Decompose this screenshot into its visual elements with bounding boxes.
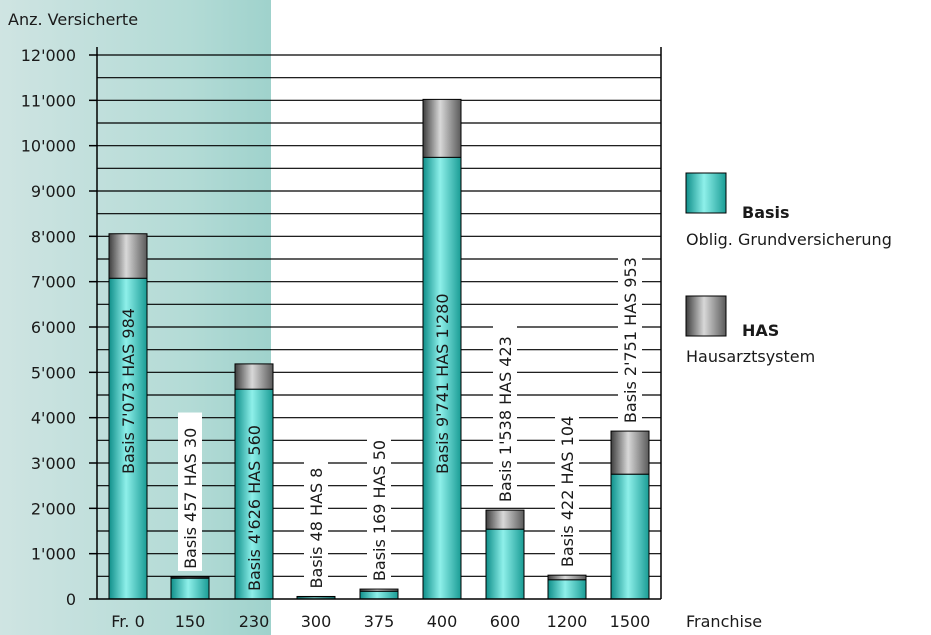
x-tick-label: 1200 <box>547 612 588 631</box>
bar-has <box>422 98 462 158</box>
bar-label-bg <box>178 412 202 571</box>
legend-subtitle-basis: Oblig. Grundversicherung <box>686 230 892 249</box>
y-tick-label: 11'000 <box>21 91 76 110</box>
y-tick-label: 3'000 <box>31 454 76 473</box>
bar-has <box>108 233 148 279</box>
bar-has <box>485 509 525 530</box>
legend-subtitle-has: Hausarztsystem <box>686 347 815 366</box>
y-tick-label: 8'000 <box>31 227 76 246</box>
x-ticks: Fr. 0 150 230 300 375 400 600 1200 1500 <box>111 612 650 631</box>
bars: Basis 7'073 HAS 984 Basis 457 HAS 30 Basis… <box>108 98 650 600</box>
bar-label-bg <box>304 450 328 591</box>
bar-label-bg <box>367 424 391 584</box>
y-tick-label: 4'000 <box>31 409 76 428</box>
y-axis-title: Anz. Versicherte <box>8 10 138 29</box>
x-tick-label: 300 <box>301 612 332 631</box>
bar-label-bg <box>555 401 579 570</box>
y-tick-label: 12'000 <box>21 46 76 65</box>
x-tick-label: 375 <box>364 612 395 631</box>
bar-basis <box>234 388 274 600</box>
bar-has <box>234 363 274 390</box>
y-tick-label: 9'000 <box>31 182 76 201</box>
y-tick-label: 7'000 <box>31 273 76 292</box>
legend-title-basis: Basis <box>742 203 790 222</box>
y-tick-label: 1'000 <box>31 545 76 564</box>
bar-label: Basis 169 HAS 50 <box>370 440 389 581</box>
bar-label: Basis 1'538 HAS 423 <box>496 336 515 502</box>
x-tick-label: 1500 <box>610 612 651 631</box>
bar-has <box>547 574 587 581</box>
y-tick-label: 6'000 <box>31 318 76 337</box>
bar-basis <box>108 277 148 600</box>
bar-label: Basis 422 HAS 104 <box>558 416 577 567</box>
bar-label: Basis 9'741 HAS 1'280 <box>433 293 452 474</box>
x-tick-label: 400 <box>427 612 458 631</box>
bar-label-bg <box>618 239 642 426</box>
bar-basis <box>359 590 399 600</box>
x-tick-label: Fr. 0 <box>111 612 145 631</box>
bar-basis <box>422 156 462 600</box>
bar-label: Basis 457 HAS 30 <box>181 428 200 569</box>
y-tick-label: 0 <box>66 590 76 609</box>
bar-label: Basis 7'073 HAS 984 <box>119 308 138 474</box>
bar-label-bg <box>493 318 517 505</box>
bar-label: Basis 4'626 HAS 560 <box>245 425 264 591</box>
x-axis-title: Franchise <box>686 612 762 631</box>
x-tick-label: 230 <box>239 612 270 631</box>
bar-label: Basis 2'751 HAS 953 <box>621 257 640 423</box>
legend-title-has: HAS <box>742 321 779 340</box>
bar-basis <box>547 579 587 600</box>
y-tick-label: 10'000 <box>21 137 76 156</box>
legend-swatch-basis <box>685 172 727 214</box>
x-tick-label: 150 <box>175 612 206 631</box>
y-ticks: 0 1'000 2'000 3'000 4'000 5'000 6'000 7'000 8'00… <box>21 46 97 609</box>
legend-swatch-has <box>685 295 727 337</box>
bar-label: Basis 48 HAS 8 <box>307 468 326 589</box>
y-tick-label: 2'000 <box>31 499 76 518</box>
y-tick-label: 5'000 <box>31 363 76 382</box>
x-tick-label: 600 <box>490 612 521 631</box>
bar-has <box>610 430 650 475</box>
bar-basis <box>170 577 210 600</box>
bar-basis <box>610 473 650 600</box>
bar-basis <box>485 528 525 600</box>
